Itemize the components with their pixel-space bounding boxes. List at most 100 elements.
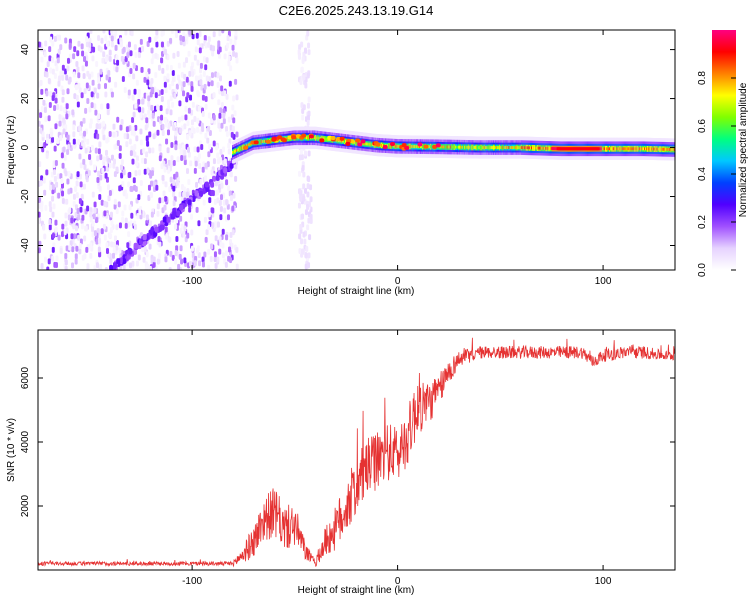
- noise-cell: [40, 175, 44, 182]
- noise-cell: [97, 34, 101, 41]
- noise-cell: [62, 117, 66, 124]
- noise-cell: [217, 117, 221, 124]
- noise-cell: [188, 70, 192, 77]
- noise-cell: [217, 99, 221, 106]
- noise-cell: [123, 132, 127, 139]
- noise-cell: [205, 75, 209, 82]
- noise-cell: [299, 148, 303, 155]
- noise-cell: [96, 228, 100, 235]
- noise-cell: [168, 266, 172, 270]
- noise-cell: [126, 133, 130, 140]
- noise-cell: [44, 204, 48, 211]
- colorbar: 0.0 0.2 0.4 0.6 0.8 Normalized spectral ampl…: [697, 30, 749, 277]
- noise-cell: [97, 83, 101, 90]
- noise-cell: [93, 230, 97, 237]
- noise-cell: [38, 41, 41, 48]
- noise-cell: [172, 52, 176, 59]
- noise-cell: [168, 83, 172, 90]
- noise-cell: [156, 104, 160, 111]
- noise-cell: [74, 258, 78, 265]
- noise-cell: [306, 114, 310, 121]
- noise-cell: [160, 88, 164, 95]
- noise-cell: [88, 153, 92, 160]
- noise-cell: [133, 88, 137, 95]
- noise-cell: [39, 180, 43, 187]
- noise-cell: [104, 91, 108, 98]
- noise-cell: [307, 96, 311, 103]
- noise-cell: [112, 123, 116, 130]
- noise-cell: [109, 258, 113, 265]
- noise-cell: [55, 181, 59, 188]
- noise-cell: [178, 143, 182, 150]
- band-peak: [253, 140, 259, 145]
- noise-cell: [85, 36, 89, 43]
- noise-cell: [185, 57, 189, 64]
- noise-cell: [142, 147, 146, 154]
- noise-cell: [204, 132, 208, 139]
- noise-cell: [300, 154, 304, 161]
- noise-cell: [200, 84, 204, 91]
- noise-cell: [122, 263, 126, 270]
- noise-cell: [190, 229, 194, 236]
- noise-cell: [133, 143, 137, 150]
- noise-cell: [66, 178, 70, 185]
- x-tick-label: 0: [395, 276, 401, 287]
- noise-cell: [76, 101, 80, 108]
- noise-cell: [151, 53, 155, 60]
- noise-cell: [104, 266, 108, 270]
- colorbar-tick-label: 0.2: [697, 215, 708, 229]
- band-peak: [565, 147, 568, 151]
- noise-cell: [49, 206, 53, 213]
- noise-cell: [110, 30, 114, 37]
- noise-cell: [154, 92, 158, 99]
- noise-cell: [81, 50, 85, 57]
- noise-cell: [100, 228, 104, 235]
- noise-cell: [105, 248, 109, 255]
- noise-cell: [186, 120, 190, 127]
- noise-cell: [99, 154, 103, 161]
- noise-cell: [307, 262, 311, 269]
- noise-cell: [126, 242, 130, 249]
- noise-cell: [44, 116, 48, 123]
- noise-cell: [82, 142, 86, 149]
- noise-cell: [85, 246, 89, 253]
- noise-cell: [166, 129, 170, 136]
- noise-cell: [156, 129, 160, 136]
- noise-cell: [94, 147, 98, 154]
- noise-cell: [89, 242, 93, 249]
- noise-cell: [180, 71, 184, 78]
- noise-cell: [164, 195, 168, 202]
- noise-cell: [218, 75, 222, 82]
- noise-cell: [202, 71, 206, 78]
- noise-cell: [163, 204, 167, 211]
- noise-cell: [72, 200, 76, 207]
- noise-cell: [110, 41, 114, 48]
- noise-cell: [93, 87, 97, 94]
- noise-cell: [203, 251, 207, 258]
- noise-cell: [204, 162, 208, 169]
- colorbar-tick-label: 0.4: [697, 167, 708, 181]
- noise-cell: [60, 152, 64, 159]
- noise-cell: [115, 208, 119, 215]
- noise-cell: [53, 169, 57, 176]
- noise-cell: [193, 54, 197, 61]
- band-peak: [357, 142, 363, 147]
- noise-cell: [88, 41, 92, 48]
- noise-cell: [232, 117, 236, 124]
- trace-cell: [229, 162, 234, 169]
- band-peak: [591, 147, 594, 151]
- noise-cell: [187, 50, 191, 57]
- noise-cell: [122, 169, 126, 176]
- band-peak: [355, 138, 361, 143]
- band-peak: [382, 144, 388, 149]
- band-peak: [346, 138, 352, 143]
- noise-cell: [218, 156, 222, 163]
- noise-cell: [171, 70, 175, 77]
- noise-cell: [93, 201, 97, 208]
- noise-cell: [128, 138, 132, 145]
- noise-cell: [146, 40, 150, 47]
- noise-cell: [60, 178, 64, 185]
- noise-cell: [216, 197, 220, 204]
- noise-cell: [137, 52, 141, 59]
